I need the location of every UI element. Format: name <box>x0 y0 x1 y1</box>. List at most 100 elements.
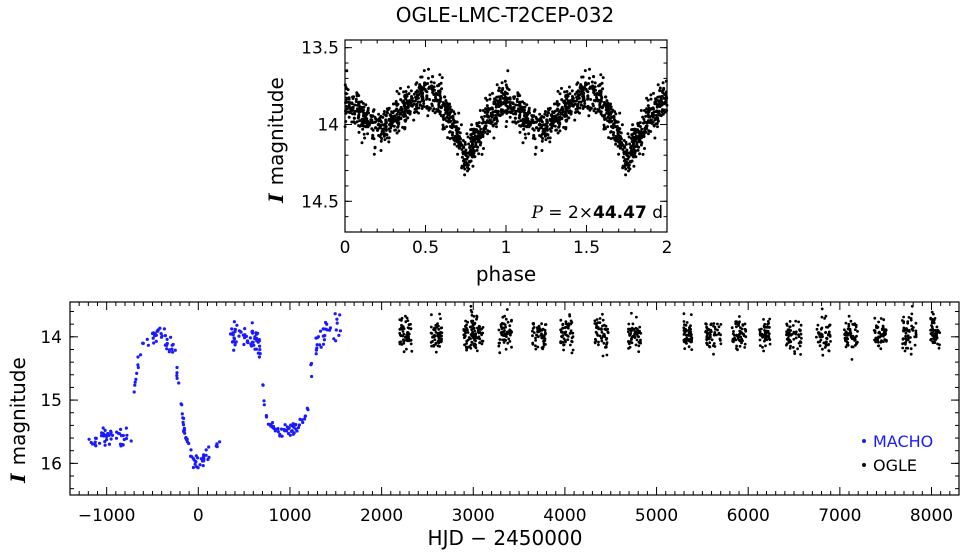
macho-point <box>181 423 186 427</box>
macho-point <box>241 333 245 337</box>
ogle-point <box>436 334 439 338</box>
ogle-point <box>766 320 770 323</box>
macho-point <box>262 403 266 407</box>
phase-point <box>578 106 582 110</box>
ogle-point <box>410 349 414 353</box>
phase-point <box>397 92 401 96</box>
ogle-point <box>637 344 641 348</box>
macho-point <box>319 345 323 349</box>
ogle-point <box>569 319 573 323</box>
phase-point <box>460 148 464 151</box>
ogle-point <box>438 345 441 348</box>
ogle-point <box>906 334 910 338</box>
phase-point <box>630 133 634 137</box>
macho-point <box>285 429 289 433</box>
macho-point <box>165 342 169 346</box>
phase-point <box>527 132 531 136</box>
phase-point <box>427 67 430 71</box>
phase-point <box>373 115 377 119</box>
ogle-point <box>716 328 719 332</box>
macho-point <box>334 328 338 332</box>
ogle-point <box>534 336 537 340</box>
ogle-point <box>637 335 641 339</box>
ogle-point <box>537 324 541 328</box>
phase-point <box>443 102 447 106</box>
ogle-point <box>937 346 941 350</box>
phase-point <box>655 114 659 118</box>
phase-point <box>507 96 511 100</box>
ogle-point <box>884 328 888 332</box>
ogle-point <box>542 345 545 349</box>
ogle-point <box>716 322 719 326</box>
phase-point <box>500 112 504 116</box>
phase-point <box>462 164 466 168</box>
phase-point <box>633 151 637 155</box>
ogle-point <box>824 330 828 334</box>
ogle-point <box>400 316 404 320</box>
phase-x-tick-label: 2 <box>662 238 673 258</box>
ogle-point <box>762 318 765 321</box>
ogle-point <box>498 351 502 355</box>
macho-point <box>129 439 133 443</box>
phase-point <box>346 96 350 100</box>
phase-point <box>471 139 475 143</box>
phase-point <box>505 91 509 95</box>
macho-point <box>253 347 257 351</box>
macho-point <box>282 427 286 432</box>
phase-point <box>518 100 522 104</box>
ogle-point <box>594 322 598 325</box>
phase-point <box>346 88 350 92</box>
macho-point <box>318 329 323 333</box>
macho-point <box>314 352 318 356</box>
timeseries-x-tick-label: −1000 <box>78 506 136 526</box>
phase-point <box>445 110 449 114</box>
macho-point <box>195 465 199 469</box>
phase-point <box>453 138 457 142</box>
ogle-point <box>823 317 826 320</box>
phase-point <box>463 173 467 177</box>
ogle-point <box>409 342 413 346</box>
phase-point <box>361 101 365 105</box>
ogle-point <box>688 326 691 330</box>
phase-point <box>482 147 485 150</box>
ogle-point <box>717 325 721 329</box>
phase-point <box>538 112 542 116</box>
phase-point <box>436 93 439 96</box>
ogle-point <box>767 332 771 335</box>
macho-point <box>232 348 236 352</box>
phase-point <box>367 123 371 127</box>
phase-point <box>384 127 388 131</box>
phase-plot-frame <box>344 39 668 233</box>
ogle-point <box>431 335 435 339</box>
phase-point <box>588 87 592 90</box>
phase-point <box>627 135 631 139</box>
ogle-point <box>847 314 851 318</box>
ogle-point <box>906 321 910 325</box>
macho-point <box>159 335 164 339</box>
phase-point <box>477 131 481 135</box>
ogle-point <box>469 304 473 308</box>
phase-point <box>540 149 544 152</box>
phase-point <box>579 103 583 107</box>
ogle-point <box>827 342 830 346</box>
phase-point <box>352 120 356 124</box>
ogle-point <box>799 341 803 344</box>
ogle-point <box>473 329 477 333</box>
macho-point <box>296 426 301 430</box>
phase-point <box>594 99 597 103</box>
phase-point <box>661 81 665 85</box>
ogle-point <box>682 312 686 316</box>
phase-point <box>384 114 388 118</box>
ogle-point <box>884 332 887 336</box>
timeseries-x-tick-label: 0 <box>193 506 204 526</box>
ogle-point <box>637 350 641 353</box>
ogle-point <box>824 314 828 318</box>
ogle-point <box>799 328 802 332</box>
phase-point <box>466 135 470 139</box>
phase-point <box>504 83 508 87</box>
ogle-point <box>627 322 631 326</box>
phase-point <box>580 75 584 79</box>
ogle-point <box>799 332 803 336</box>
ogle-point <box>407 332 411 336</box>
phase-point <box>547 111 550 115</box>
